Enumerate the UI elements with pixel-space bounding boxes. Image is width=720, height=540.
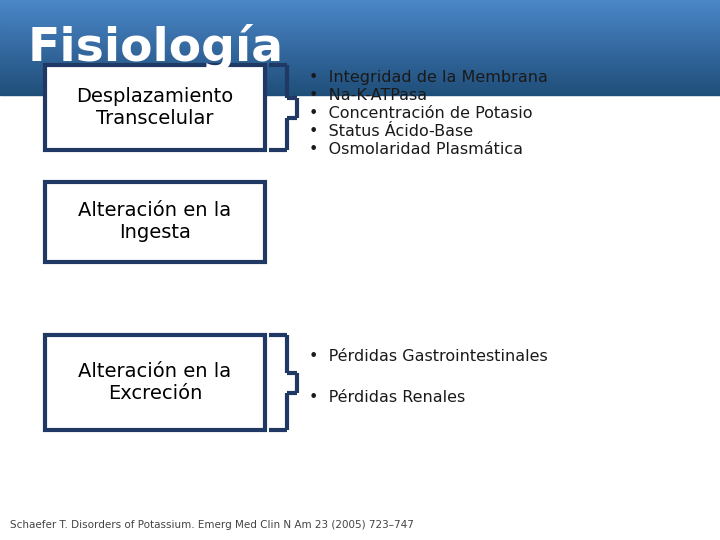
Text: Desplazamiento
Transcelular: Desplazamiento Transcelular <box>76 87 233 128</box>
Bar <box>0 61 720 63</box>
Bar <box>0 39 720 41</box>
Bar <box>0 9 720 11</box>
Bar <box>0 2 720 5</box>
Bar <box>0 40 720 43</box>
Bar <box>0 75 720 78</box>
Bar <box>0 82 720 84</box>
Bar <box>0 55 720 57</box>
Bar <box>0 44 720 46</box>
Text: •  Concentración de Potasio: • Concentración de Potasio <box>309 106 533 121</box>
Bar <box>0 42 720 44</box>
Bar <box>0 73 720 76</box>
Text: Alteración en la
Ingesta: Alteración en la Ingesta <box>78 201 232 242</box>
Bar <box>0 24 720 27</box>
Bar <box>0 78 720 81</box>
Text: Schaefer T. Disorders of Potassium. Emerg Med Clin N Am 23 (2005) 723–747: Schaefer T. Disorders of Potassium. Emer… <box>10 520 414 530</box>
Bar <box>0 0 720 2</box>
Bar <box>0 50 720 52</box>
Bar <box>0 4 720 6</box>
Bar <box>0 88 720 90</box>
Text: •  Integridad de la Membrana: • Integridad de la Membrana <box>309 70 548 85</box>
Text: •  Pérdidas Gastrointestinales: • Pérdidas Gastrointestinales <box>309 349 548 364</box>
Bar <box>0 85 720 87</box>
Bar <box>0 70 720 73</box>
Bar <box>0 7 720 10</box>
Bar <box>0 93 720 95</box>
Bar <box>0 86 720 89</box>
Bar <box>0 1 720 3</box>
Text: Fisiología: Fisiología <box>28 24 284 71</box>
FancyBboxPatch shape <box>45 182 265 262</box>
Bar <box>0 20 720 22</box>
Bar <box>0 32 720 35</box>
Bar <box>0 48 720 51</box>
Bar <box>0 66 720 68</box>
Bar <box>0 45 720 48</box>
Bar <box>0 23 720 25</box>
Bar <box>0 51 720 54</box>
Bar <box>0 26 720 29</box>
Bar <box>0 68 720 70</box>
Bar <box>0 12 720 14</box>
Text: •  Osmolaridad Plasmática: • Osmolaridad Plasmática <box>309 142 523 157</box>
Bar <box>0 83 720 85</box>
Bar <box>0 29 720 32</box>
Bar <box>0 28 720 30</box>
Bar <box>0 80 720 82</box>
Bar <box>0 72 720 75</box>
Bar <box>0 53 720 56</box>
Bar <box>0 37 720 39</box>
Bar <box>0 5 720 8</box>
Bar <box>0 10 720 12</box>
Bar <box>0 34 720 36</box>
FancyBboxPatch shape <box>45 335 265 430</box>
Bar <box>0 59 720 62</box>
Bar <box>0 90 720 92</box>
Bar <box>0 18 720 21</box>
Bar <box>0 64 720 66</box>
Text: •  Status Ácido-Base: • Status Ácido-Base <box>309 124 473 139</box>
Bar <box>0 69 720 71</box>
Bar <box>0 15 720 17</box>
Text: Alteración en la
Excreción: Alteración en la Excreción <box>78 362 232 403</box>
Text: •  Na-K-ATPasa: • Na-K-ATPasa <box>309 88 427 103</box>
Bar <box>0 56 720 58</box>
Bar <box>0 14 720 16</box>
Bar <box>0 22 720 24</box>
Bar <box>0 17 720 19</box>
Text: •  Pérdidas Renales: • Pérdidas Renales <box>309 390 465 406</box>
FancyBboxPatch shape <box>45 65 265 150</box>
Bar <box>0 31 720 33</box>
Bar <box>0 58 720 60</box>
Bar <box>0 46 720 49</box>
Bar <box>0 77 720 79</box>
Bar <box>0 63 720 65</box>
Bar <box>0 36 720 38</box>
Bar <box>0 91 720 93</box>
